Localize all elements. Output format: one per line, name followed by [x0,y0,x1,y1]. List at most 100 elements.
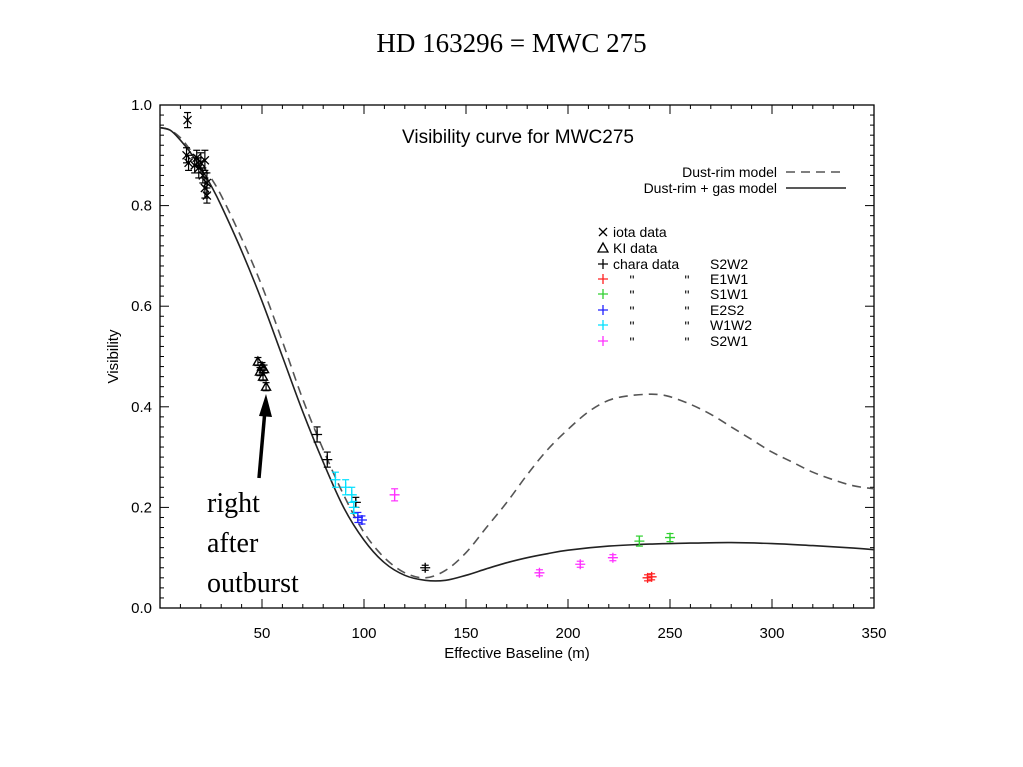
point-marker [607,552,618,563]
x-tick-label: 200 [555,625,580,642]
baseline-legend-label: E2S2 [710,302,744,318]
data-point [665,532,675,543]
point-marker [642,572,653,583]
annotation-arrow-shaft [257,409,267,479]
x-tick-label: 150 [453,625,478,642]
x-tick-label: 350 [861,625,886,642]
data-point [200,149,210,171]
annotation-line: right [207,488,260,519]
point-marker [312,429,323,440]
data-point [420,562,431,573]
ditto-mark: " [685,318,690,334]
outburst-annotation: right after outburst [207,484,299,604]
y-tick-label: 1.0 [131,97,152,114]
data-point [322,451,333,468]
y-tick-label: 0.8 [131,198,152,215]
data-point [646,571,657,582]
data-point [352,511,363,524]
point-marker [200,155,210,165]
data-point [356,514,367,525]
annotation-line: outburst [207,568,299,599]
baseline-legend-label: S2W1 [710,333,748,349]
point-marker [646,571,657,582]
x-tick-label: 250 [657,625,682,642]
ditto-mark: " [630,303,635,319]
dust-rim-model-curve [159,126,875,579]
ditto-mark: " [685,272,690,288]
point-marker [420,562,431,573]
ditto-mark: " [685,334,690,350]
point-marker [184,158,194,168]
baseline-legend-label: S1W1 [710,286,748,302]
data-point [260,380,272,392]
point-marker [352,512,363,523]
point-marker [202,191,212,200]
ditto-mark: " [630,272,635,288]
legend-triangle-icon [596,241,610,253]
data-point [348,500,359,515]
annotation-arrow-head [259,394,272,417]
chart-title: Visibility curve for MWC275 [402,127,634,148]
data-point [642,572,653,583]
point-marker [196,158,206,168]
data-point [389,488,400,502]
y-axis-label: Visibility [105,329,122,383]
model-legend-label: Dust-rim + gas model [644,180,777,196]
data-point [607,552,618,563]
point-marker [534,567,545,578]
point-marker [322,454,333,465]
baseline-legend-label: W1W2 [710,317,752,333]
x-tick-label: 300 [759,625,784,642]
data-point [184,154,194,171]
data-point [575,559,586,570]
point-marker [634,536,645,547]
y-tick-label: 0.6 [131,298,152,315]
point-marker [389,489,400,500]
data-point [183,111,192,129]
legend-plus-icon [598,305,608,315]
x-axis-label: Effective Baseline (m) [444,645,590,662]
legend-plus-icon [598,274,608,284]
legend-plus-icon [598,289,608,299]
point-marker [575,559,586,570]
slide-title: HD 163296 = MWC 275 [376,28,647,58]
data-point [202,187,212,204]
point-marker [348,502,359,513]
ditto-mark: " [630,318,635,334]
annotation-line: after [207,528,259,559]
model-legend-label: Dust-rim model [682,164,777,180]
ditto-mark: " [630,287,635,303]
point-marker [665,532,675,543]
y-tick-label: 0.4 [131,399,152,416]
dust-rim-gas-model-curve [159,126,875,582]
point-marker [258,363,270,374]
ditto-mark: " [685,287,690,303]
x-tick-label: 50 [254,625,271,642]
legend-plus-icon [598,259,608,269]
point-marker [356,514,367,525]
point-marker [183,115,192,125]
legend-plus-icon [598,336,608,346]
data-point [634,535,645,547]
data-point [312,426,323,443]
marker-legend-label: KI data [613,240,658,256]
point-marker [252,355,264,366]
ditto-mark: " [685,303,690,319]
point-marker [202,178,212,188]
point-marker [330,474,341,485]
baseline-legend-label: E1W1 [710,271,748,287]
data-point [534,567,545,578]
legend-plus-icon [598,320,608,330]
baseline-legend-label: S2W2 [710,256,748,272]
legend-x-icon [598,227,608,237]
data-point [258,363,270,374]
y-tick-label: 0.0 [131,600,152,617]
y-tick-label: 0.2 [131,499,152,516]
ditto-mark: " [630,334,635,350]
point-marker [257,370,269,381]
marker-legend-label: chara data [613,256,679,272]
marker-legend-label: iota data [613,224,667,240]
point-marker [346,489,357,500]
data-point [330,471,341,488]
